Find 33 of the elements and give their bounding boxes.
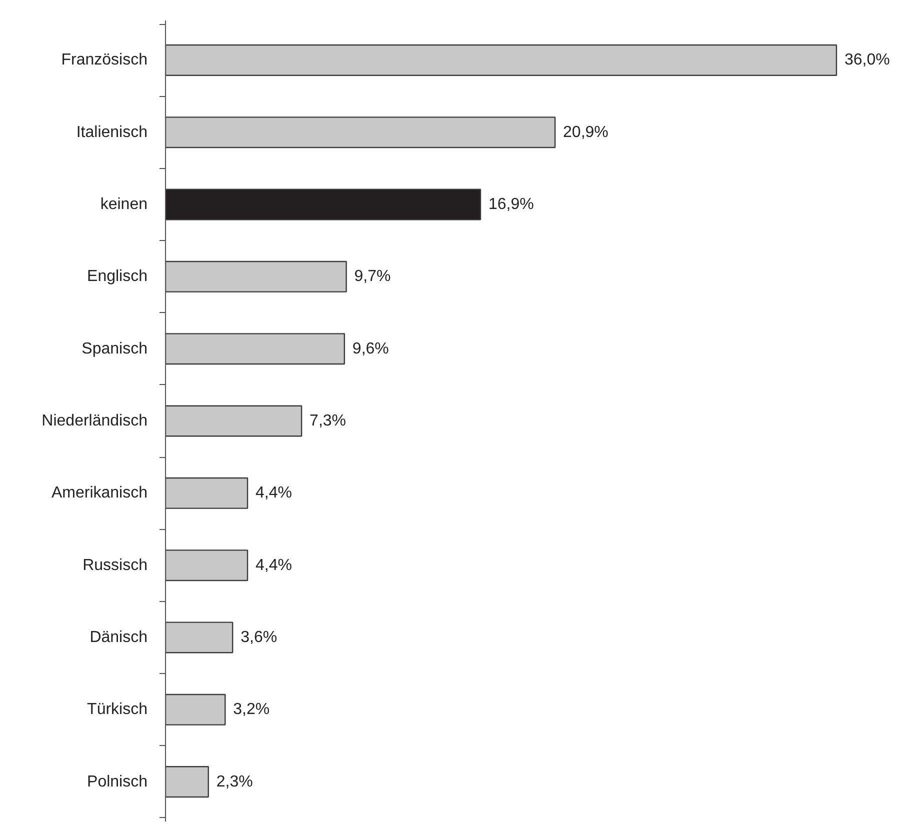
bar [166, 260, 347, 292]
bar [166, 550, 248, 582]
data-label: 36,0% [844, 52, 890, 69]
data-label: 9,6% [352, 340, 389, 358]
data-label: 3,2% [233, 701, 270, 718]
bar [166, 766, 209, 798]
bar [166, 44, 838, 76]
y-tick-label: keinen [100, 196, 148, 214]
data-label: 3,6% [240, 628, 278, 646]
data-label: 4,4% [256, 484, 292, 502]
y-tick-label: Polnisch [87, 773, 148, 790]
data-label: 4,4% [256, 556, 292, 574]
y-tick-label: Spanisch [82, 340, 148, 358]
bar [166, 405, 302, 437]
y-tick-label: Türkisch [87, 701, 148, 718]
bar [166, 477, 248, 509]
y-tick-label: Niederländisch [42, 412, 148, 430]
data-label: 20,9% [563, 124, 608, 141]
y-tick-label: Englisch [87, 268, 148, 286]
bar [166, 116, 556, 148]
bar [166, 694, 226, 726]
data-label: 16,9% [488, 196, 534, 214]
y-tick-label: Französisch [61, 52, 148, 69]
y-tick-label: Russisch [82, 556, 148, 574]
bar [166, 622, 234, 654]
y-tick-label: Italienisch [76, 124, 148, 141]
data-label: 2,3% [216, 773, 253, 790]
data-label: 7,3% [310, 412, 346, 430]
y-tick-label: Dänisch [90, 628, 148, 646]
bar [166, 188, 482, 220]
bar [166, 333, 346, 365]
data-label: 9,7% [354, 268, 391, 286]
y-tick-label: Amerikanisch [51, 484, 148, 502]
